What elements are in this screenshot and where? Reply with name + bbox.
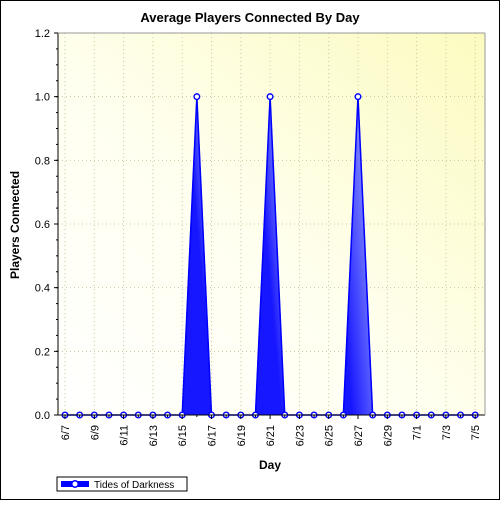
x-tick-label: 6/9 xyxy=(89,425,101,440)
chart-title: Average Players Connected By Day xyxy=(140,10,360,25)
x-tick-label: 6/7 xyxy=(60,425,72,440)
x-tick-label: 6/19 xyxy=(236,425,248,446)
y-tick-label: 1.0 xyxy=(35,92,50,104)
x-tick-label: 6/21 xyxy=(265,425,277,446)
legend: Tides of Darkness xyxy=(56,476,188,492)
legend-box xyxy=(56,476,188,492)
x-tick-label: 6/13 xyxy=(148,425,160,446)
x-axis-label: Day xyxy=(259,458,281,472)
data-point xyxy=(266,93,274,101)
x-tick-label: 6/11 xyxy=(119,425,131,446)
x-tick-label: 6/17 xyxy=(207,425,219,446)
y-tick-labels: 0.0 0.2 0.4 0.6 0.8 1.0 1.2 xyxy=(35,28,50,422)
x-tick-label: 7/1 xyxy=(412,425,424,440)
x-tick-label: 6/15 xyxy=(177,425,189,446)
x-tick-label: 7/3 xyxy=(441,425,453,440)
data-point xyxy=(193,93,201,101)
y-axis-label: Players Connected xyxy=(8,171,22,279)
x-tick-label: 7/5 xyxy=(470,425,482,440)
x-tick-label: 6/23 xyxy=(294,425,306,446)
y-tick-label: 0.8 xyxy=(35,155,50,167)
legend-marker xyxy=(71,480,79,488)
axes xyxy=(54,32,486,419)
x-tick-labels: 6/7 6/9 6/11 6/13 6/15 6/17 6/19 6/21 6/23 6/25 6/… xyxy=(60,425,482,446)
x-tick-label: 6/25 xyxy=(324,425,336,446)
x-tick-label: 6/29 xyxy=(382,425,394,446)
y-tick-label: 0.2 xyxy=(35,346,50,358)
x-tick-label: 6/27 xyxy=(353,425,365,446)
legend-label: Tides of Darkness xyxy=(94,480,174,491)
data-point xyxy=(354,93,362,101)
y-tick-label: 0.6 xyxy=(35,219,50,231)
y-tick-label: 0.0 xyxy=(35,410,50,422)
y-tick-label: 1.2 xyxy=(35,28,50,40)
y-tick-label: 0.4 xyxy=(35,283,50,295)
